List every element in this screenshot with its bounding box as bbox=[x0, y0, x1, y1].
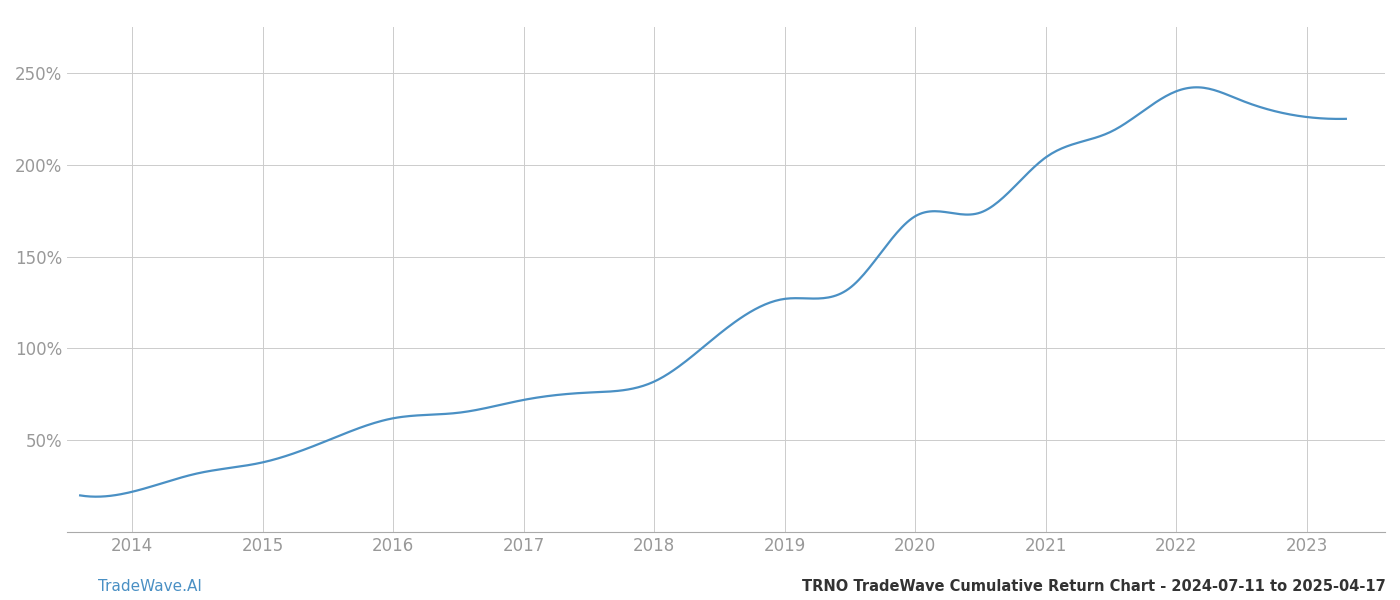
Text: TradeWave.AI: TradeWave.AI bbox=[98, 579, 202, 594]
Text: TRNO TradeWave Cumulative Return Chart - 2024-07-11 to 2025-04-17: TRNO TradeWave Cumulative Return Chart -… bbox=[802, 579, 1386, 594]
